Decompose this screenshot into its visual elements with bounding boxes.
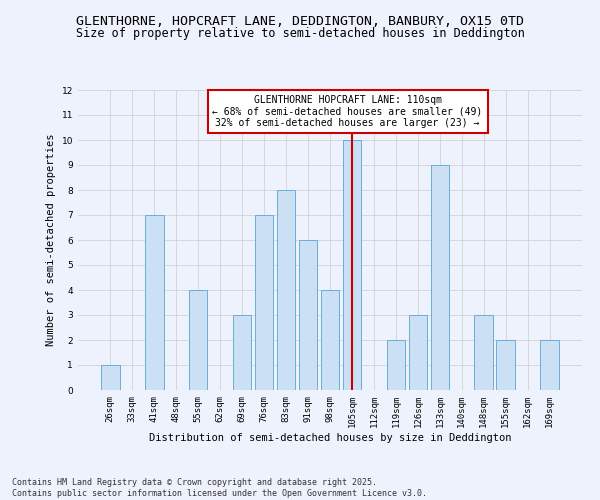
Text: Contains HM Land Registry data © Crown copyright and database right 2025.
Contai: Contains HM Land Registry data © Crown c… [12,478,427,498]
Bar [299,240,317,390]
Bar [277,190,295,390]
Text: Size of property relative to semi-detached houses in Deddington: Size of property relative to semi-detach… [76,28,524,40]
Bar [386,340,405,390]
Bar [431,165,449,390]
Bar [541,340,559,390]
X-axis label: Distribution of semi-detached houses by size in Deddington: Distribution of semi-detached houses by … [149,432,511,442]
Bar [409,315,427,390]
Bar [255,215,274,390]
Bar [475,315,493,390]
Bar [343,140,361,390]
Y-axis label: Number of semi-detached properties: Number of semi-detached properties [46,134,56,346]
Bar [145,215,164,390]
Text: GLENTHORNE, HOPCRAFT LANE, DEDDINGTON, BANBURY, OX15 0TD: GLENTHORNE, HOPCRAFT LANE, DEDDINGTON, B… [76,15,524,28]
Bar [320,290,340,390]
Text: GLENTHORNE HOPCRAFT LANE: 110sqm
← 68% of semi-detached houses are smaller (49)
: GLENTHORNE HOPCRAFT LANE: 110sqm ← 68% o… [212,95,483,128]
Bar [189,290,208,390]
Bar [496,340,515,390]
Bar [101,365,119,390]
Bar [233,315,251,390]
